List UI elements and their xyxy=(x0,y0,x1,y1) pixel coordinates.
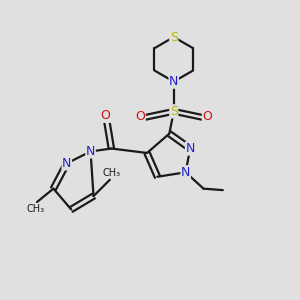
Text: O: O xyxy=(100,109,110,122)
Text: N: N xyxy=(181,166,190,179)
Text: S: S xyxy=(170,31,178,44)
Text: N: N xyxy=(185,142,195,155)
Text: N: N xyxy=(169,75,178,88)
Text: O: O xyxy=(135,110,145,123)
Text: O: O xyxy=(202,110,212,123)
Text: N: N xyxy=(62,157,71,170)
Text: N: N xyxy=(86,145,95,158)
Text: S: S xyxy=(170,105,178,118)
Text: CH₃: CH₃ xyxy=(26,204,45,214)
Text: CH₃: CH₃ xyxy=(102,168,120,178)
